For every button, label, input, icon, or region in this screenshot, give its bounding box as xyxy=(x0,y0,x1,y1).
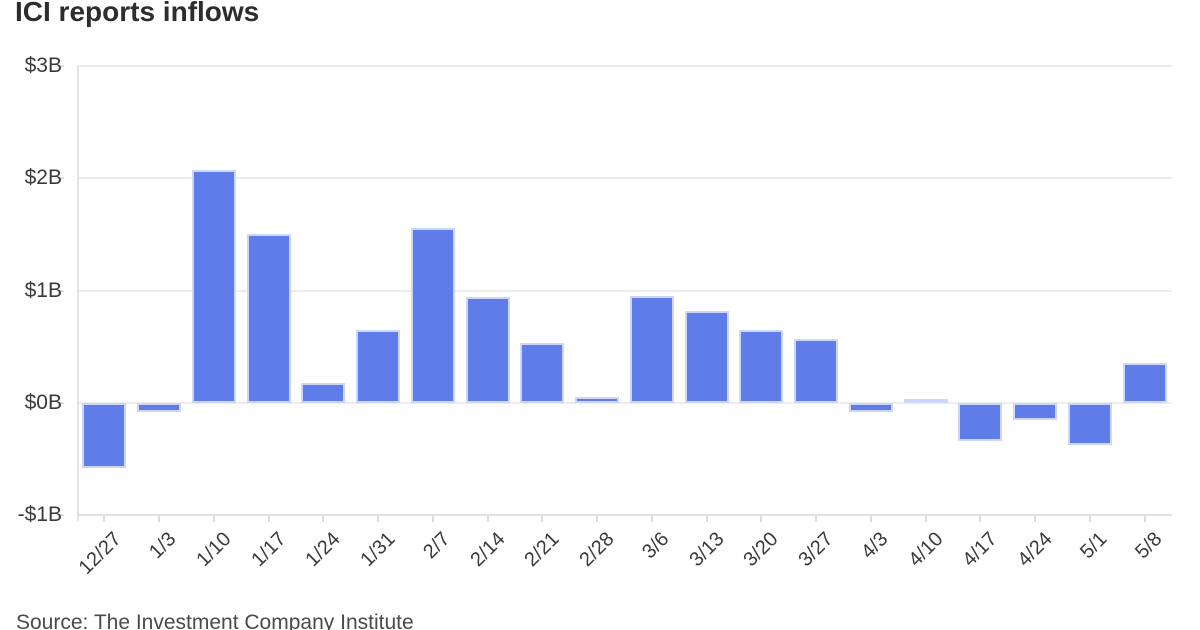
x-axis-label: 4/3 xyxy=(857,528,893,564)
bar xyxy=(137,402,182,412)
bar xyxy=(301,382,346,403)
x-axis-label: 3/20 xyxy=(739,528,783,572)
x-axis-label: 2/7 xyxy=(419,528,455,564)
x-axis-label: 4/10 xyxy=(904,528,948,572)
x-axis-tick xyxy=(924,515,927,522)
x-axis-label: 4/24 xyxy=(1013,528,1057,572)
x-axis-tick xyxy=(760,515,763,522)
y-axis-label: $0B xyxy=(24,390,62,414)
y-axis-tick xyxy=(57,401,64,404)
bar xyxy=(958,402,1003,441)
x-axis-tick xyxy=(705,515,708,522)
x-axis-tick xyxy=(650,515,653,522)
x-axis-tick xyxy=(869,515,872,522)
x-axis-label: 1/10 xyxy=(192,528,236,572)
y-axis-tick xyxy=(57,65,64,67)
bar xyxy=(903,398,948,403)
source-attribution: Source: The Investment Company Institute xyxy=(16,611,414,630)
bar xyxy=(629,296,674,403)
x-axis-label: 1/3 xyxy=(145,528,181,564)
y-axis-label: $2B xyxy=(24,166,62,190)
x-axis-tick xyxy=(1034,515,1037,522)
x-axis-label: 2/14 xyxy=(466,528,510,572)
bar xyxy=(1122,363,1167,403)
bar xyxy=(82,402,127,468)
x-axis-tick xyxy=(1088,515,1091,522)
y-axis-tick xyxy=(57,514,64,516)
x-axis-tick xyxy=(1143,515,1146,522)
bar xyxy=(848,402,893,412)
x-axis-tick xyxy=(212,515,215,522)
x-axis-tick xyxy=(815,515,818,522)
bar xyxy=(794,338,839,403)
y-axis-label: -$1B xyxy=(17,503,62,526)
bar xyxy=(246,234,291,403)
gridline xyxy=(77,289,1172,292)
bar xyxy=(575,397,620,403)
bar xyxy=(684,310,729,403)
x-axis-label: 2/21 xyxy=(520,528,564,572)
x-axis-tick xyxy=(596,515,599,522)
x-axis-tick xyxy=(979,515,982,522)
gridline xyxy=(77,177,1172,180)
x-axis-tick xyxy=(541,515,544,522)
bar xyxy=(1013,402,1058,420)
x-axis-tick xyxy=(322,515,325,522)
x-axis-label: 1/31 xyxy=(356,528,400,572)
x-axis-tick xyxy=(486,515,489,522)
chart-title: ICI reports inflows xyxy=(15,0,260,27)
bar xyxy=(739,329,784,403)
x-axis-label: 4/17 xyxy=(958,528,1002,572)
x-axis-label: 3/27 xyxy=(794,528,838,572)
x-axis-line xyxy=(77,514,1172,516)
bar xyxy=(1067,402,1112,446)
bar xyxy=(356,329,401,403)
x-axis-label: 1/17 xyxy=(247,528,291,572)
x-axis-label: 5/8 xyxy=(1130,528,1167,564)
y-axis-line xyxy=(77,66,79,521)
x-axis-label: 12/27 xyxy=(74,528,126,579)
y-axis-tick xyxy=(57,289,64,292)
y-axis-label: $3B xyxy=(24,54,62,77)
bar xyxy=(520,343,565,403)
x-axis-tick xyxy=(158,515,161,522)
bar xyxy=(410,227,455,403)
x-axis-tick xyxy=(267,515,270,522)
gridline xyxy=(77,65,1172,67)
x-axis-label: 5/1 xyxy=(1076,528,1112,564)
y-axis-tick xyxy=(57,177,64,180)
x-axis-label: 1/24 xyxy=(301,528,345,572)
x-axis-label: 3/13 xyxy=(685,528,729,572)
x-axis-tick xyxy=(103,515,106,522)
x-axis-label: 3/6 xyxy=(638,528,674,564)
x-axis-tick xyxy=(431,515,434,522)
bar xyxy=(191,170,236,403)
gridline xyxy=(77,401,1172,404)
x-axis-label: 2/28 xyxy=(575,528,619,572)
bar xyxy=(465,297,510,403)
y-axis-label: $1B xyxy=(24,278,62,302)
x-axis-tick xyxy=(377,515,380,522)
